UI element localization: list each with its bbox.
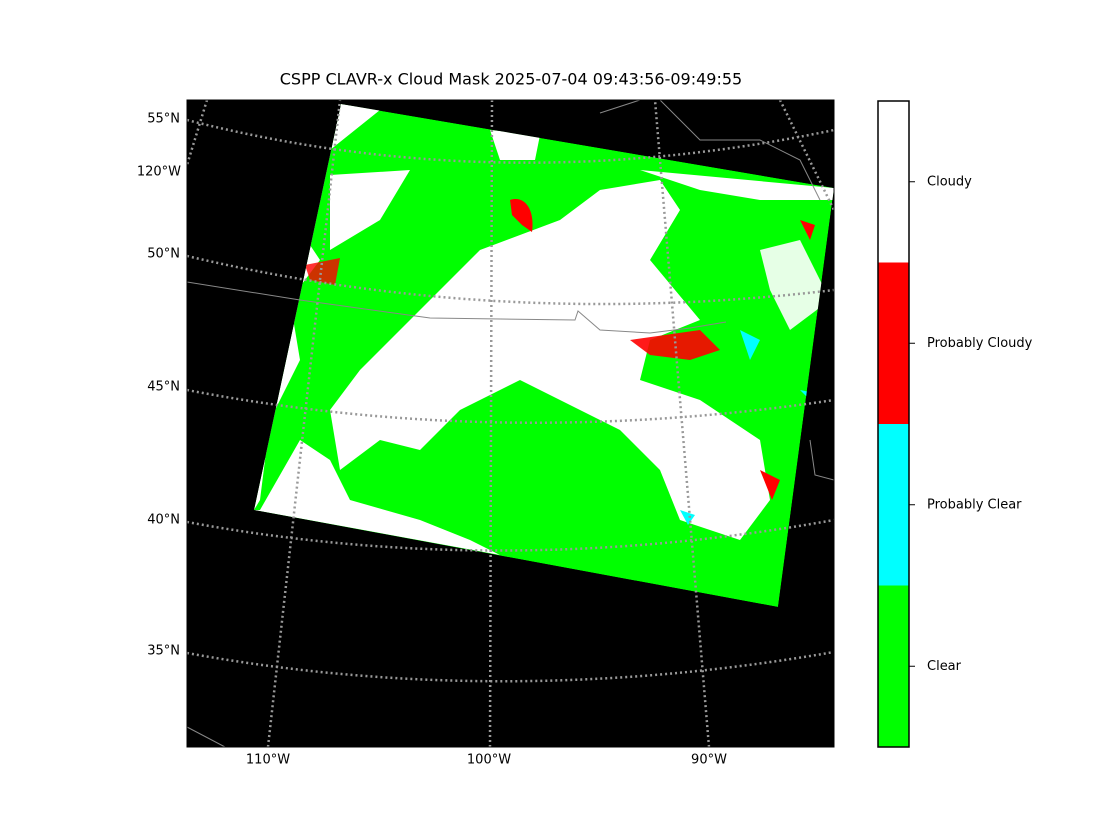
colorbar-segment bbox=[878, 101, 909, 263]
map-frame bbox=[186, 99, 835, 748]
latitude-label: 40°N bbox=[147, 513, 180, 528]
longitude-label: 120°W bbox=[137, 165, 181, 180]
map-area bbox=[187, 100, 834, 747]
colorbar-frame bbox=[877, 100, 910, 748]
latitude-label: 50°N bbox=[147, 247, 180, 262]
legend-label: Clear bbox=[927, 659, 962, 674]
colorbar-segment bbox=[878, 585, 909, 747]
swath bbox=[254, 104, 834, 607]
colorbar: Clear Probably Clear Probably Cloudy Cloudy bbox=[878, 101, 1033, 747]
legend-label: Cloudy bbox=[927, 174, 972, 189]
latitude-label: 45°N bbox=[147, 380, 180, 395]
latitude-label: 55°N bbox=[147, 112, 180, 127]
map-title: CSPP CLAVR-x Cloud Mask 2025-07-04 09:43… bbox=[280, 70, 742, 89]
latitude-label: 35°N bbox=[147, 644, 180, 659]
legend-label: Probably Cloudy bbox=[927, 336, 1033, 351]
longitude-label: 100°W bbox=[467, 753, 511, 768]
longitude-label: 90°W bbox=[691, 753, 727, 768]
longitude-label: 110°W bbox=[246, 753, 290, 768]
legend-label: Probably Clear bbox=[927, 497, 1022, 512]
colorbar-segment bbox=[878, 424, 909, 586]
colorbar-segment bbox=[878, 262, 909, 424]
